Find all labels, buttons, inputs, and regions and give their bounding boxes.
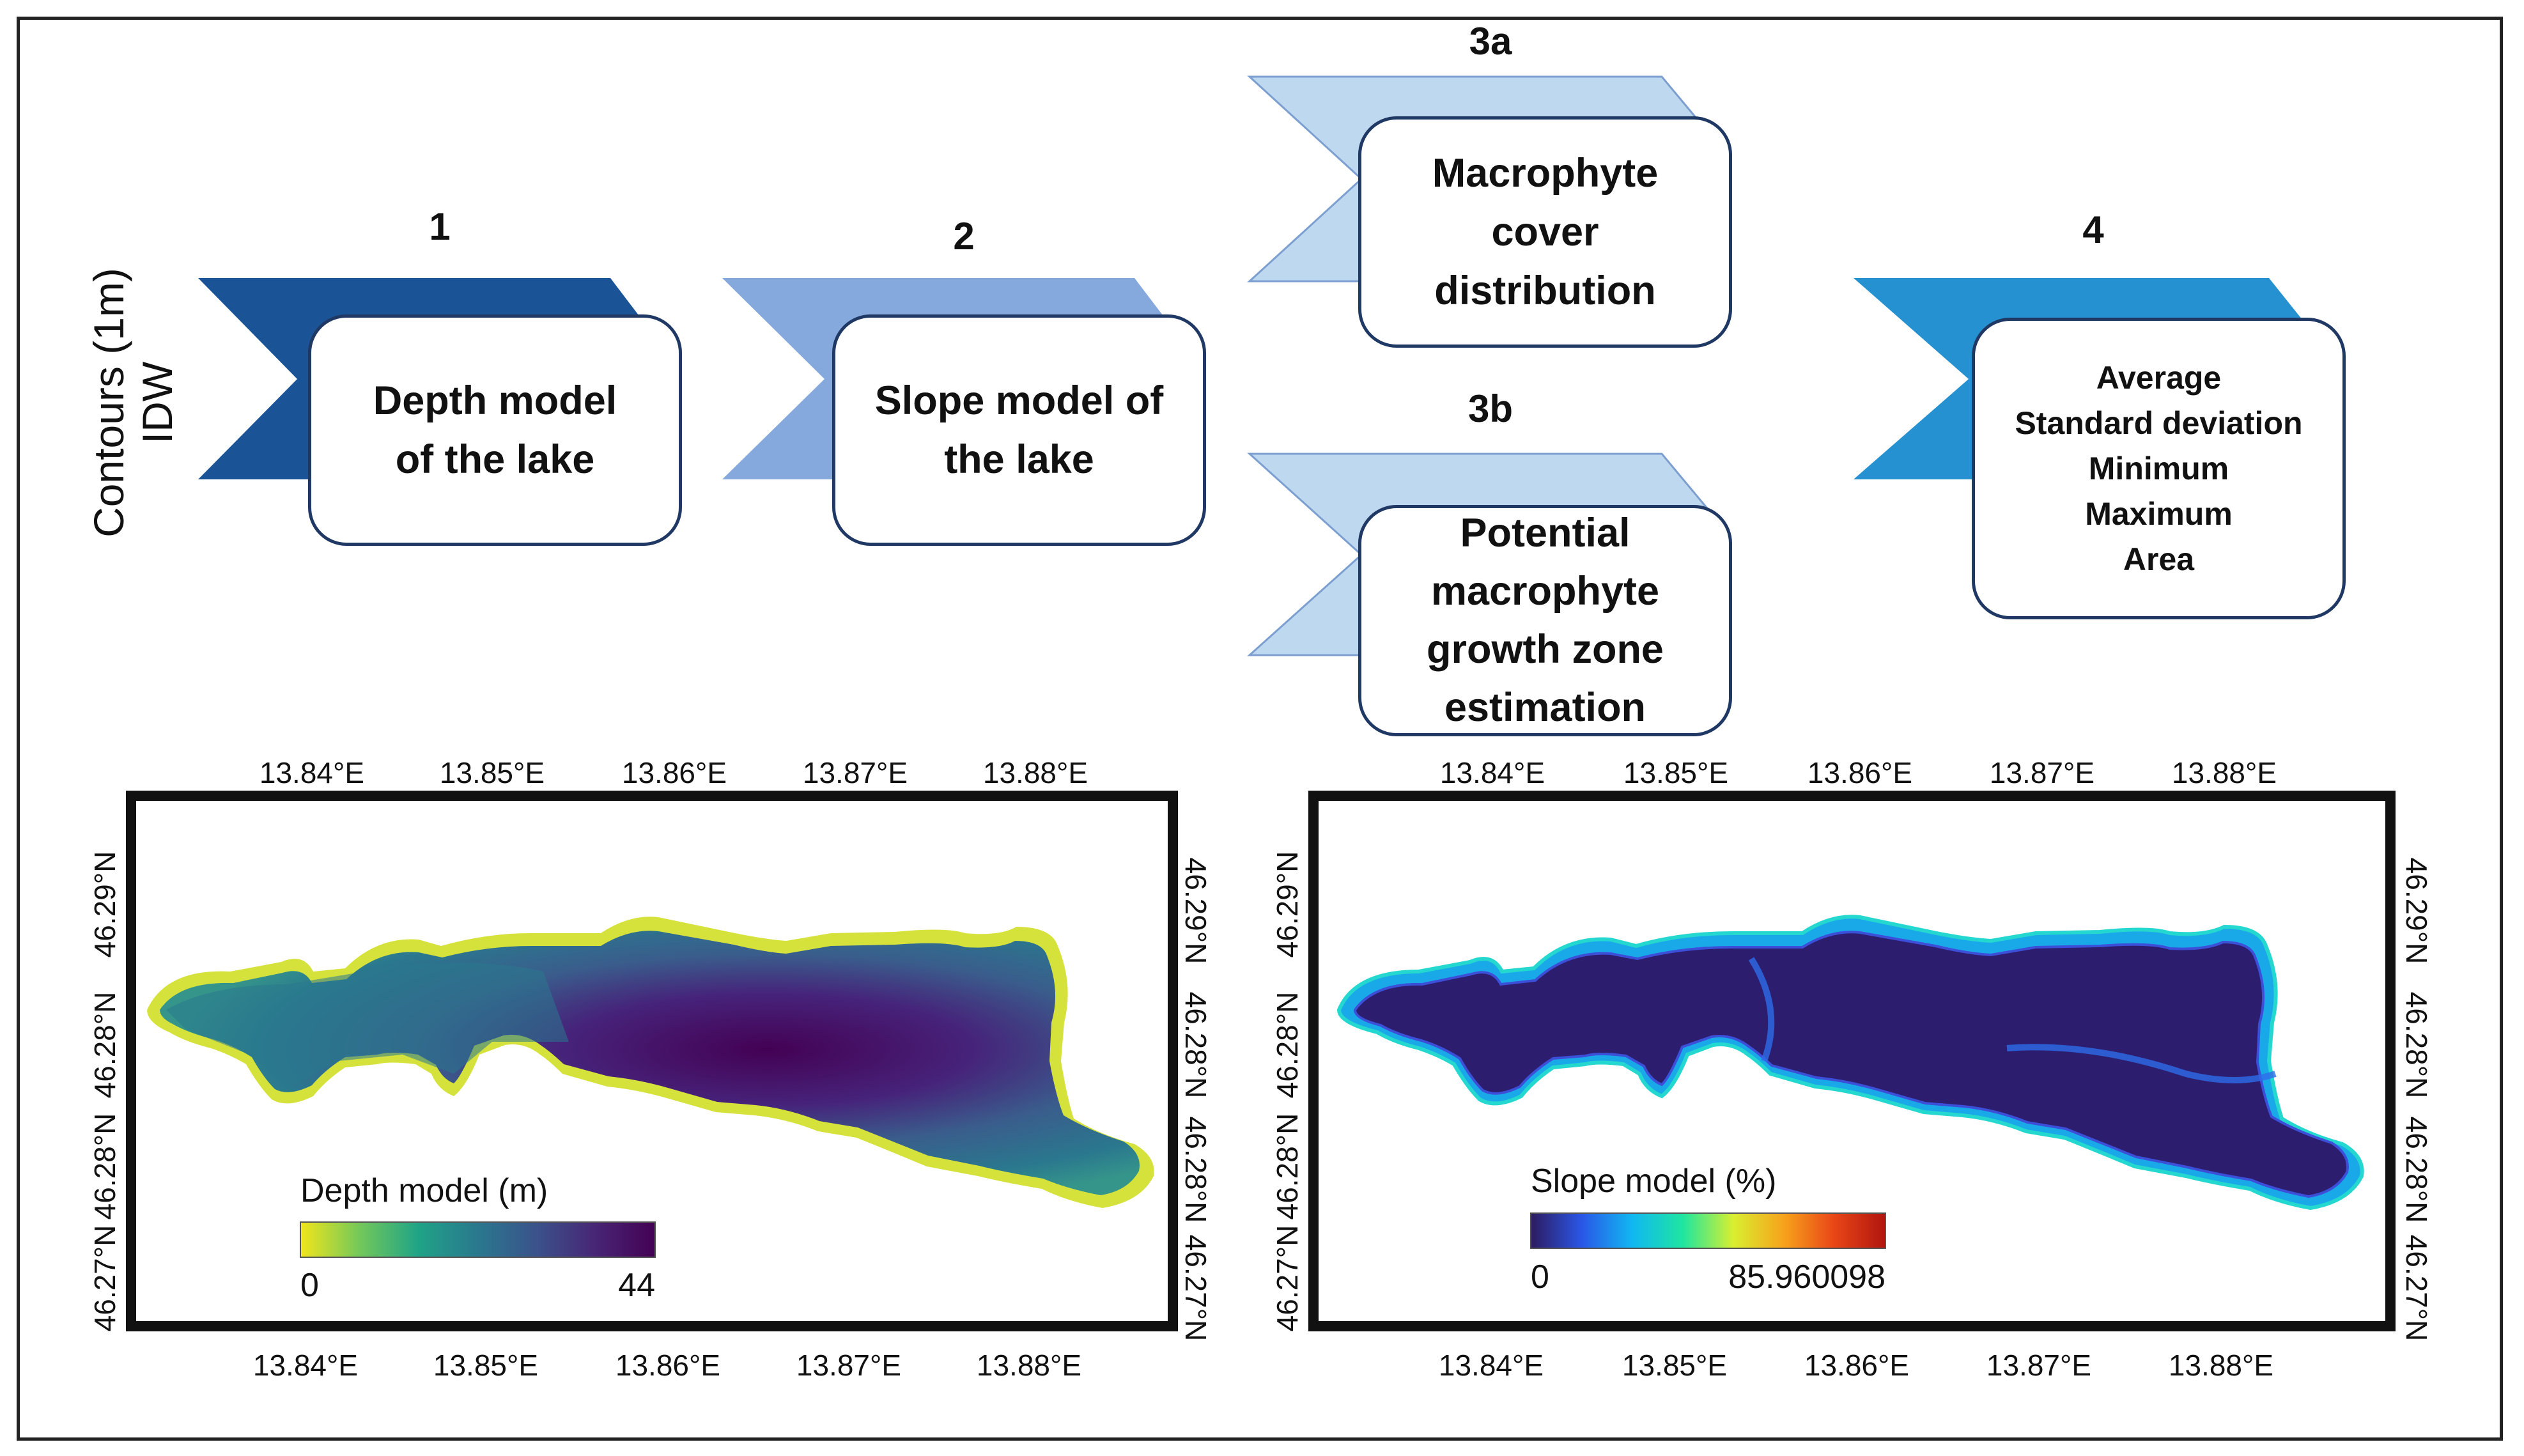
step3a-line1: Macrophyte (1432, 151, 1659, 196)
slope-lat-right-2: 46.28°N (2400, 992, 2433, 1099)
slope-lon-bottom-3: 13.86°E (1804, 1349, 1909, 1382)
step3b-line3: growth zone (1427, 627, 1664, 672)
step1-number: 1 (429, 205, 451, 248)
step4-line3: Minimum (2088, 450, 2229, 486)
depth-lat-right-4: 46.27°N (1179, 1235, 1212, 1342)
depth-lat-ticks-left: 46.29°N 46.28°N 46.28°N 46.27°N (88, 851, 121, 1332)
slope-lake-body (1353, 931, 2349, 1198)
slope-lat-left-1: 46.29°N (1271, 851, 1304, 958)
step3b-line4: estimation (1444, 685, 1646, 730)
step4-number: 4 (2082, 208, 2104, 251)
step3b-box: Potential macrophyte growth zone estimat… (1358, 505, 1732, 736)
step4-line5: Area (2123, 541, 2195, 577)
depth-lon-ticks-top: 13.84°E 13.85°E 13.86°E 13.87°E 13.88°E (259, 756, 1088, 789)
slope-lat-right-1: 46.29°N (2400, 858, 2433, 964)
step3a-line3: distribution (1434, 268, 1656, 313)
slope-lat-right-4: 46.27°N (2400, 1235, 2433, 1342)
depth-lon-top-3: 13.86°E (622, 756, 727, 789)
depth-west-basin (166, 963, 569, 1087)
step1-box: Depth model of the lake (308, 314, 682, 546)
step3a-box: Macrophyte cover distribution (1358, 116, 1732, 348)
depth-legend-ramp (300, 1221, 656, 1258)
depth-lat-left-1: 46.29°N (88, 851, 121, 958)
depth-lon-top-2: 13.85°E (440, 756, 545, 789)
slope-legend-title: Slope model (%) (1531, 1163, 1776, 1200)
step2-box: Slope model of the lake (832, 314, 1206, 546)
depth-lon-bottom-1: 13.84°E (253, 1349, 358, 1382)
step1-line2: of the lake (395, 437, 595, 482)
step2-line1: Slope model of (874, 378, 1164, 423)
step1-line1: Depth model (373, 378, 617, 423)
slope-lon-bottom-1: 13.84°E (1439, 1349, 1544, 1382)
step4-box: Average Standard deviation Minimum Maxim… (1972, 318, 2346, 619)
slope-lat-left-4: 46.27°N (1271, 1225, 1304, 1332)
slope-lon-top-5: 13.88°E (2172, 756, 2277, 789)
depth-lat-right-3: 46.28°N (1179, 1117, 1212, 1223)
slope-ridge (1748, 957, 2277, 1083)
depth-lon-bottom-3: 13.86°E (616, 1349, 720, 1382)
slope-lat-ticks-left: 46.29°N 46.28°N 46.28°N 46.27°N (1271, 851, 1304, 1332)
depth-lat-left-3: 46.28°N (88, 1113, 121, 1220)
depth-map-panel: 13.84°E 13.85°E 13.86°E 13.87°E 13.88°E … (88, 756, 1212, 1382)
depth-lat-left-2: 46.28°N (88, 992, 121, 1099)
slope-lon-top-4: 13.87°E (1990, 756, 2094, 789)
slope-legend-max: 85.960098 (1728, 1259, 1885, 1296)
step2-line2: the lake (944, 437, 1094, 482)
side-label-line1: Contours (1m) (85, 268, 132, 538)
step2-number: 2 (953, 215, 975, 258)
depth-legend-max: 44 (618, 1267, 655, 1304)
slope-lon-ticks-bottom: 13.84°E 13.85°E 13.86°E 13.87°E 13.88°E (1439, 1349, 2273, 1382)
depth-lat-right-1: 46.29°N (1179, 858, 1212, 964)
depth-legend-min: 0 (300, 1267, 319, 1304)
step3b-line1: Potential (1460, 511, 1630, 555)
figure-border (17, 17, 2503, 1441)
depth-lat-right-2: 46.28°N (1179, 992, 1212, 1099)
step4-line2: Standard deviation (2015, 405, 2303, 441)
side-label-line2: IDW (134, 361, 181, 444)
depth-lat-ticks-right: 46.29°N 46.28°N 46.28°N 46.27°N (1179, 858, 1212, 1342)
depth-lon-top-1: 13.84°E (259, 756, 364, 789)
step3a-line2: cover (1491, 210, 1599, 254)
slope-lon-top-1: 13.84°E (1440, 756, 1545, 789)
slope-lon-bottom-2: 13.85°E (1622, 1349, 1727, 1382)
depth-lat-left-4: 46.27°N (88, 1225, 121, 1332)
slope-lat-left-2: 46.28°N (1271, 992, 1304, 1099)
depth-lon-bottom-4: 13.87°E (796, 1349, 901, 1382)
step4-line4: Maximum (2085, 495, 2233, 532)
step3a-number: 3a (1469, 20, 1512, 63)
depth-lon-top-5: 13.88°E (983, 756, 1088, 789)
slope-legend-min: 0 (1531, 1259, 1549, 1296)
slope-lon-top-3: 13.86°E (1808, 756, 1912, 789)
slope-legend-ramp (1530, 1212, 1886, 1249)
depth-lon-bottom-2: 13.85°E (433, 1349, 538, 1382)
step4-line1: Average (2096, 359, 2222, 396)
depth-lon-bottom-5: 13.88°E (977, 1349, 1081, 1382)
slope-lat-ticks-right: 46.29°N 46.28°N 46.28°N 46.27°N (2400, 858, 2433, 1342)
slope-lat-right-3: 46.28°N (2400, 1117, 2433, 1223)
slope-lon-top-2: 13.85°E (1623, 756, 1728, 789)
step1-side-label: Contours (1m) IDW (84, 249, 187, 556)
slope-map-panel: 13.84°E 13.85°E 13.86°E 13.87°E 13.88°E … (1271, 756, 2433, 1382)
slope-lon-ticks-top: 13.84°E 13.85°E 13.86°E 13.87°E 13.88°E (1440, 756, 2277, 789)
depth-lon-ticks-bottom: 13.84°E 13.85°E 13.86°E 13.87°E 13.88°E (253, 1349, 1081, 1382)
slope-lat-left-3: 46.28°N (1271, 1113, 1304, 1220)
depth-legend-title: Depth model (m) (300, 1172, 548, 1209)
depth-lon-top-4: 13.87°E (803, 756, 908, 789)
step3b-line2: macrophyte (1430, 569, 1660, 614)
step3b-number: 3b (1467, 387, 1514, 430)
slope-lon-bottom-5: 13.88°E (2169, 1349, 2273, 1382)
slope-lon-bottom-4: 13.87°E (1986, 1349, 2091, 1382)
